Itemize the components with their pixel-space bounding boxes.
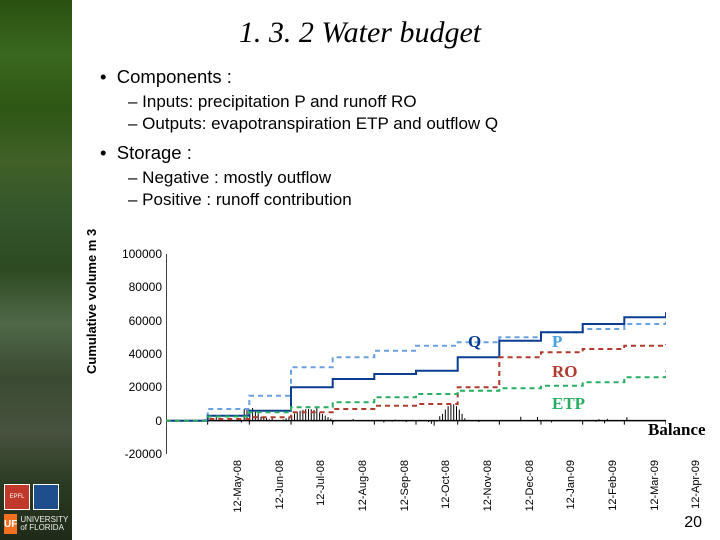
- x-tick: 12-Sep-08: [399, 460, 411, 530]
- y-tick: 40000: [129, 347, 162, 361]
- sidebar-photo: EPFL UF UNIVERSITY of FLORIDA: [0, 0, 72, 540]
- uf-logo: UF: [4, 514, 17, 534]
- bullet-outputs: – Outputs: evapotranspiration ETP and ou…: [128, 114, 498, 134]
- y-tick: 80000: [129, 280, 162, 294]
- epfl-logo: EPFL: [4, 484, 30, 510]
- slide-number: 20: [684, 514, 702, 532]
- logo-stack: EPFL UF UNIVERSITY of FLORIDA: [4, 480, 68, 534]
- bullet-inputs: – Inputs: precipitation P and runoff RO: [128, 92, 498, 112]
- uf-text: UNIVERSITY of FLORIDA: [20, 516, 68, 532]
- bullet-components: • Components :: [100, 66, 498, 88]
- x-tick: 12-Jul-08: [315, 460, 327, 530]
- y-tick: 20000: [129, 380, 162, 394]
- x-ticks: 12-May-08 12-Jun-08 12-Jul-08 12-Aug-08 12-S…: [166, 460, 666, 530]
- x-tick: 12-Mar-09: [649, 460, 661, 530]
- bullet-negative: – Negative : mostly outflow: [128, 168, 498, 188]
- legend-q: Q: [468, 332, 481, 352]
- y-axis-label: Cumulative volume m 3: [84, 229, 99, 374]
- x-tick: 12-Aug-08: [357, 460, 369, 530]
- legend-ro: RO: [552, 362, 578, 382]
- y-tick: 0: [155, 414, 162, 428]
- x-tick: 12-Oct-08: [440, 460, 452, 530]
- bullet-storage: • Storage :: [100, 142, 498, 164]
- bullet-list: • Components : – Inputs: precipitation P…: [100, 66, 498, 212]
- x-tick: 12-Feb-09: [607, 460, 619, 530]
- bullet-positive: – Positive : runoff contribution: [128, 190, 498, 210]
- plot-area: [166, 254, 666, 454]
- partner-logo: [33, 484, 59, 510]
- x-tick: 12-Dec-08: [524, 460, 536, 530]
- legend-p: P: [552, 332, 562, 352]
- x-tick: 12-Nov-08: [482, 460, 494, 530]
- y-tick: -20000: [125, 447, 162, 461]
- x-tick: 12-May-08: [232, 460, 244, 530]
- chart: Cumulative volume m 3 -20000020000400006…: [90, 254, 670, 530]
- y-tick: 100000: [122, 247, 162, 261]
- legend-etp: ETP: [552, 394, 585, 414]
- y-tick: 60000: [129, 314, 162, 328]
- x-tick: 12-Jan-09: [565, 460, 577, 530]
- legend-balance: Balance: [648, 420, 706, 440]
- chart-svg: [166, 254, 666, 454]
- x-tick: 12-Jun-08: [274, 460, 286, 530]
- slide-title: 1. 3. 2 Water budget: [0, 16, 720, 50]
